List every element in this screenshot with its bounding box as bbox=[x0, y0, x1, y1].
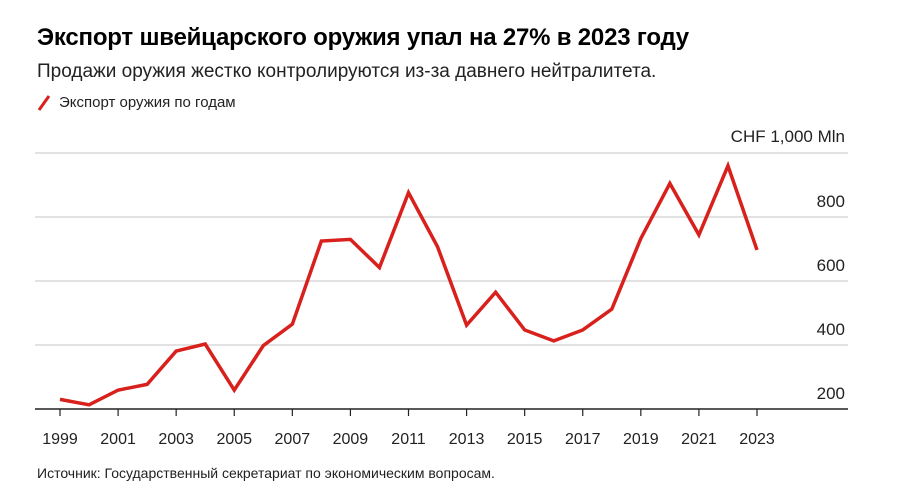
x-tick-label: 2007 bbox=[275, 431, 311, 448]
line-chart: 200 400 600 800 CHF 1,000 Mln 1999 2001 2003 200… bbox=[35, 127, 848, 448]
legend: Экспорт оружия по годам bbox=[37, 94, 236, 111]
x-tick-label: 2005 bbox=[216, 431, 252, 448]
y-tick-label: 800 bbox=[817, 192, 845, 211]
x-tick-label: 2013 bbox=[449, 431, 485, 448]
chart-subtitle: Продажи оружия жестко контролируются из-… bbox=[37, 61, 657, 82]
x-tick-label: 2003 bbox=[158, 431, 194, 448]
x-tick-label: 2009 bbox=[333, 431, 369, 448]
x-tick-label: 2021 bbox=[681, 431, 717, 448]
x-tick-label: 1999 bbox=[42, 431, 78, 448]
y-unit-label: CHF 1,000 Mln bbox=[731, 127, 845, 146]
series-line bbox=[59, 160, 759, 407]
y-tick-label: 400 bbox=[817, 320, 845, 339]
x-tick-label: 2001 bbox=[100, 431, 136, 448]
y-tick-label: 200 bbox=[817, 384, 845, 403]
y-tick-label: 600 bbox=[817, 256, 845, 275]
chart-title: Экспорт швейцарского оружия упал на 27% … bbox=[37, 24, 689, 51]
x-tick-label: 2015 bbox=[507, 431, 543, 448]
source-note: Источник: Государственный секретариат по… bbox=[37, 465, 495, 481]
x-tick-label: 2023 bbox=[739, 431, 775, 448]
x-tick-label: 2011 bbox=[391, 431, 426, 448]
x-tick-label: 2017 bbox=[565, 431, 601, 448]
legend-swatch bbox=[37, 94, 51, 111]
x-tick-label: 2019 bbox=[623, 431, 659, 448]
legend-label: Экспорт оружия по годам bbox=[59, 94, 236, 111]
